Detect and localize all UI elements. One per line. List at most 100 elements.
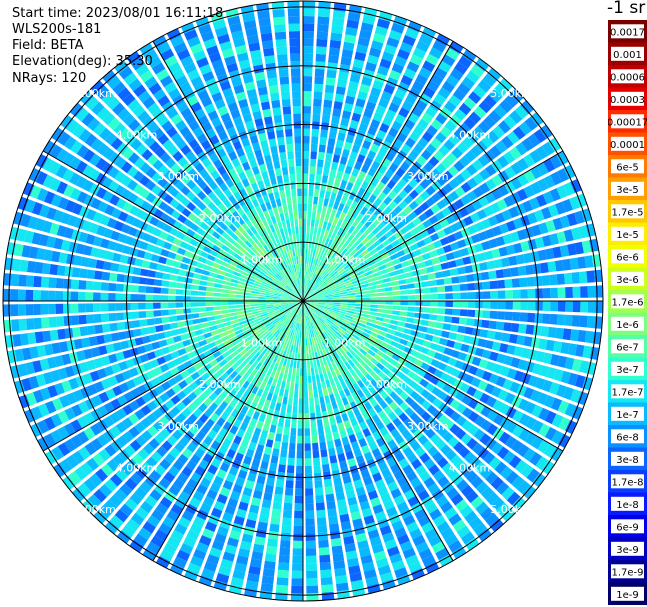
heatmap-cell	[273, 329, 280, 336]
heatmap-cell	[303, 181, 308, 189]
heatmap-cell	[300, 293, 303, 300]
heatmap-cell	[102, 190, 114, 203]
heatmap-cell	[344, 317, 352, 322]
heatmap-cell	[236, 287, 245, 292]
heatmap-cell	[304, 302, 309, 307]
heatmap-cell	[514, 105, 529, 120]
heatmap-cell	[574, 210, 585, 225]
heatmap-cell	[238, 171, 247, 181]
heatmap-cell	[103, 415, 115, 428]
heatmap-cell	[291, 413, 298, 421]
heatmap-cell	[211, 423, 222, 434]
heatmap-cell	[212, 334, 221, 341]
heatmap-cell	[391, 353, 401, 362]
heatmap-cell	[551, 430, 564, 445]
heatmap-cell	[236, 207, 245, 217]
heatmap-cell	[437, 87, 451, 100]
heatmap-cell	[407, 306, 416, 312]
heatmap-cell	[92, 236, 103, 247]
heatmap-cell	[163, 353, 173, 362]
heatmap-cell	[395, 167, 406, 178]
heatmap-cell	[509, 381, 521, 394]
heatmap-cell	[139, 42, 154, 56]
heatmap-cell	[206, 489, 218, 500]
heatmap-cell	[118, 66, 133, 80]
heatmap-cell	[247, 511, 258, 522]
heatmap-cell	[429, 342, 439, 351]
heatmap-cell	[295, 226, 299, 234]
heatmap-cell	[372, 239, 382, 248]
heatmap-cell	[435, 33, 450, 46]
heatmap-cell	[393, 376, 403, 386]
heatmap-cell	[222, 256, 232, 264]
heatmap-cell	[166, 510, 180, 522]
heatmap-cell	[536, 162, 549, 176]
heatmap-cell	[264, 264, 271, 271]
heatmap-cell	[128, 78, 142, 92]
heatmap-cell	[181, 174, 192, 185]
heatmap-cell	[314, 181, 321, 190]
heatmap-cell	[242, 351, 250, 360]
heatmap-cell	[308, 305, 316, 311]
heatmap-cell	[356, 44, 368, 54]
heatmap-cell	[258, 296, 266, 299]
heatmap-cell	[40, 290, 49, 301]
heatmap-cell	[273, 295, 281, 298]
heatmap-cell	[273, 303, 281, 306]
heatmap-cell	[367, 126, 378, 136]
heatmap-cell	[83, 478, 97, 492]
heatmap-cell	[461, 420, 473, 432]
heatmap-cell	[154, 271, 164, 279]
heatmap-cell	[10, 289, 19, 301]
heatmap-cell	[235, 291, 244, 295]
heatmap-cell	[71, 315, 80, 326]
heatmap-cell	[577, 330, 587, 343]
heatmap-cell	[17, 196, 29, 211]
heatmap-cell	[256, 353, 264, 362]
heatmap-cell	[196, 227, 206, 236]
heatmap-cell	[303, 360, 307, 369]
heatmap-cell	[473, 105, 487, 119]
heatmap-cell	[242, 113, 253, 123]
heatmap-cell	[171, 68, 185, 81]
heatmap-cell	[308, 291, 315, 297]
heatmap-cell	[342, 240, 350, 249]
heatmap-cell	[356, 242, 364, 251]
heatmap-cell	[325, 275, 332, 282]
heatmap-cell	[254, 280, 262, 285]
heatmap-cell	[440, 236, 450, 246]
heatmap-cell	[258, 230, 265, 239]
heatmap-cell	[280, 298, 289, 301]
heatmap-cell	[429, 314, 438, 321]
heatmap-cell	[287, 204, 293, 213]
heatmap-cell	[258, 292, 267, 296]
heatmap-cell	[217, 327, 226, 334]
heatmap-cell	[112, 342, 122, 352]
heatmap-cell	[186, 228, 196, 238]
heatmap-cell	[242, 161, 251, 171]
heatmap-cell	[488, 270, 497, 280]
heatmap-cell	[42, 330, 52, 343]
heatmap-cell	[281, 269, 287, 277]
heatmap-cell	[363, 69, 375, 80]
heatmap-cell	[160, 287, 169, 294]
heatmap-cell	[122, 201, 133, 213]
heatmap-cell	[318, 316, 325, 324]
heatmap-cell	[454, 108, 467, 121]
heatmap-cell	[308, 330, 311, 338]
heatmap-cell	[230, 109, 241, 119]
heatmap-cell	[104, 365, 114, 377]
heatmap-cell	[491, 174, 503, 187]
heatmap-cell	[296, 271, 300, 279]
heatmap-cell	[114, 184, 126, 196]
heatmap-cell	[267, 77, 278, 87]
heatmap-cell	[271, 378, 278, 387]
heatmap-cell	[181, 510, 194, 522]
heatmap-cell	[30, 423, 43, 438]
heatmap-cell	[207, 464, 218, 475]
heatmap-cell	[225, 94, 236, 105]
heatmap-cell	[399, 311, 408, 317]
heatmap-cell	[489, 280, 498, 289]
heatmap-cell	[86, 457, 99, 471]
heatmap-cell	[224, 272, 233, 278]
